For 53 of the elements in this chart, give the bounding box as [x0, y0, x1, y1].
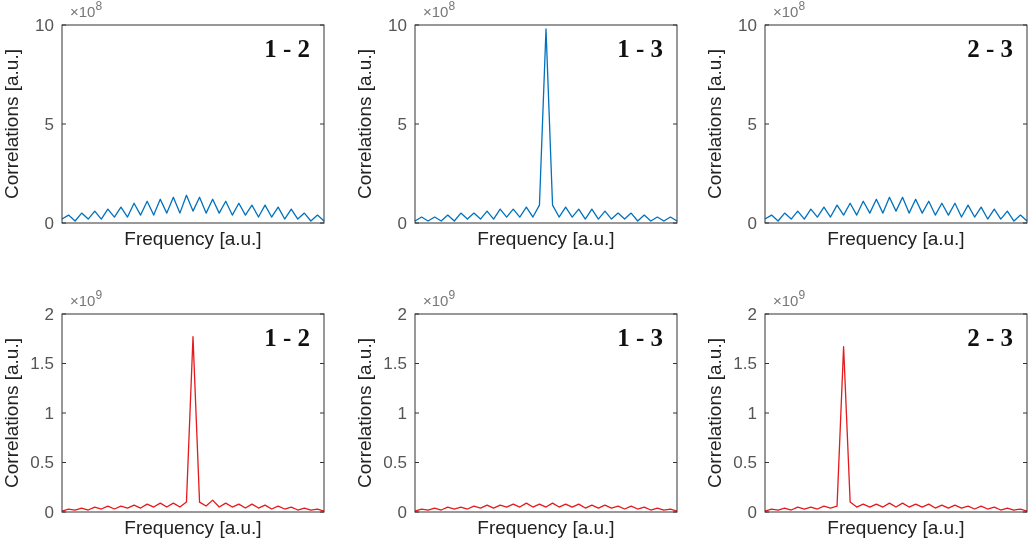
text: ×10$^{9}$	[70, 288, 103, 309]
line-series	[414, 502, 678, 512]
line-series	[764, 196, 1028, 222]
y-tick-label: 1	[397, 403, 407, 423]
y-axis-title: Correlations [a.u.]	[1, 338, 22, 488]
x-axis-title: Frequency [a.u.]	[477, 228, 615, 249]
y-tick-label: 0.5	[733, 453, 757, 473]
y-tick-label: 1	[747, 403, 757, 423]
text: ×10$^{9}$	[423, 288, 456, 309]
y-tick-label: 10	[388, 15, 407, 35]
annotation: 1 - 2	[264, 35, 310, 62]
y-tick-label: 0.5	[30, 453, 54, 473]
line-series	[414, 28, 678, 222]
text: ×10$^{9}$	[773, 288, 806, 309]
y-tick-label: 0	[44, 213, 54, 233]
y-tick-label: 0	[397, 213, 407, 233]
y-tick-label: 0	[747, 502, 757, 522]
x-axis-title: Frequency [a.u.]	[124, 228, 262, 249]
annotation: 1 - 2	[264, 324, 310, 351]
annotation: 1 - 3	[617, 35, 663, 62]
y-tick-label: 1.5	[733, 354, 757, 374]
x-axis-title: Frequency [a.u.]	[124, 517, 262, 538]
y-tick-label: 5	[397, 114, 407, 134]
text: ×10$^{8}$	[773, 0, 806, 20]
line-series	[764, 346, 1028, 512]
y-tick-label: 5	[44, 114, 54, 134]
y-axis-title: Correlations [a.u.]	[1, 49, 22, 199]
annotation: 1 - 3	[617, 324, 663, 351]
y-tick-label: 0	[44, 502, 54, 522]
y-tick-label: 0	[747, 213, 757, 233]
y-tick-label: 2	[397, 304, 407, 324]
x-axis-title: Frequency [a.u.]	[827, 517, 965, 538]
y-axis-title: Correlations [a.u.]	[704, 338, 725, 488]
x-axis-title: Frequency [a.u.]	[827, 228, 965, 249]
text: ×10$^{8}$	[70, 0, 103, 20]
y-tick-label: 0.5	[383, 453, 407, 473]
y-axis-title: Correlations [a.u.]	[354, 49, 375, 199]
y-axis-title: Correlations [a.u.]	[354, 338, 375, 488]
y-tick-label: 1	[44, 403, 54, 423]
annotation: 2 - 3	[967, 324, 1013, 351]
x-axis-title: Frequency [a.u.]	[477, 517, 615, 538]
annotation: 2 - 3	[967, 35, 1013, 62]
y-tick-label: 1.5	[383, 354, 407, 374]
line-series	[61, 194, 325, 222]
y-tick-label: 10	[738, 15, 757, 35]
text: ×10$^{8}$	[423, 0, 456, 20]
y-tick-label: 0	[397, 502, 407, 522]
y-tick-label: 5	[747, 114, 757, 134]
y-tick-label: 1.5	[30, 354, 54, 374]
y-tick-label: 2	[44, 304, 54, 324]
y-tick-label: 10	[35, 15, 54, 35]
y-tick-label: 2	[747, 304, 757, 324]
y-axis-title: Correlations [a.u.]	[704, 49, 725, 199]
